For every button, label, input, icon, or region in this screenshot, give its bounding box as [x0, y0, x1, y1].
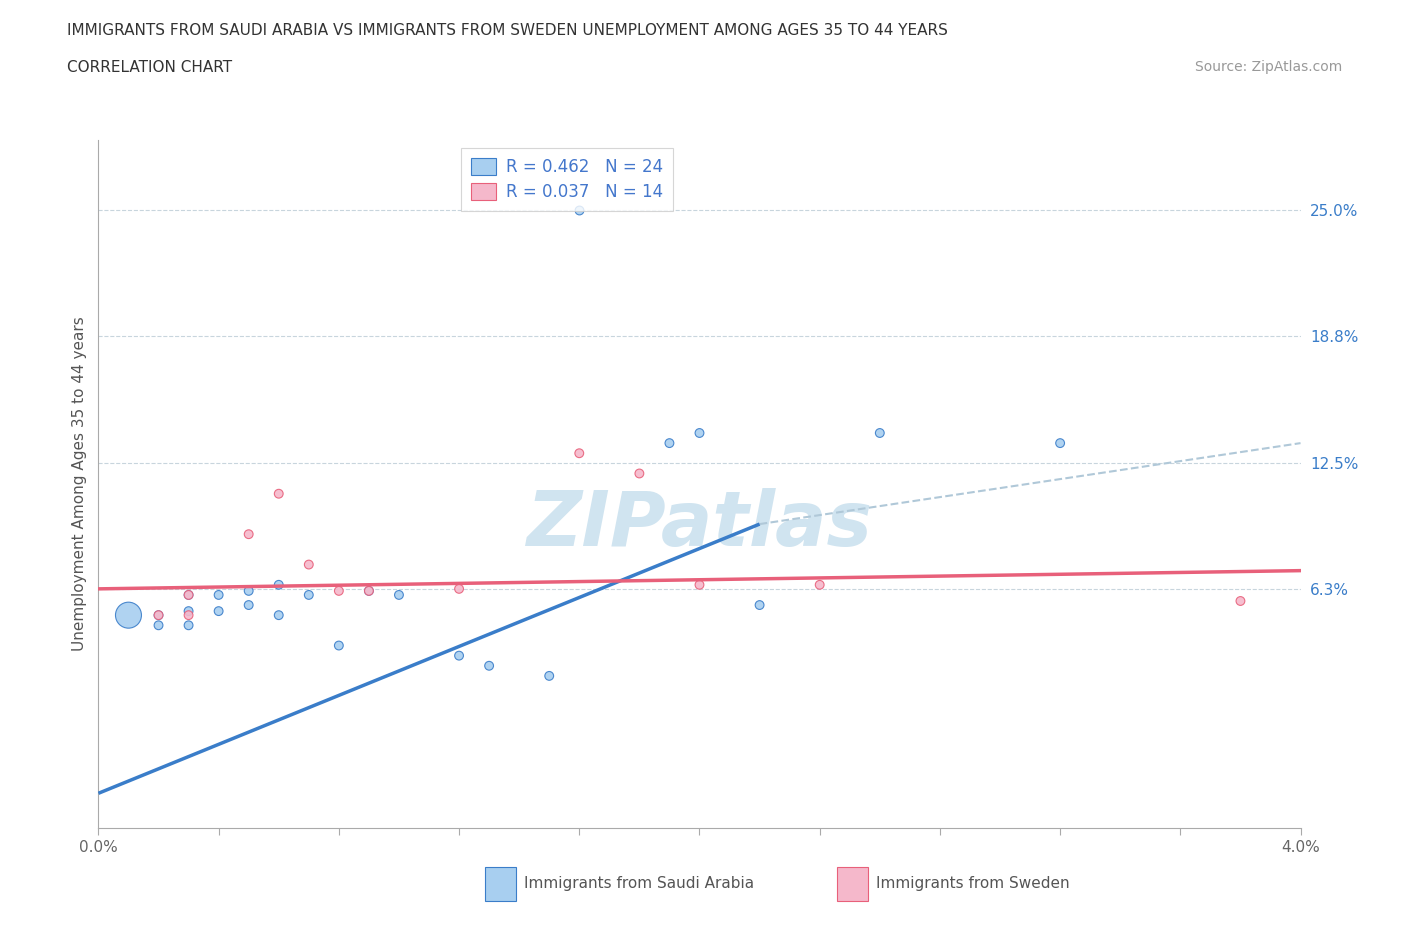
Point: [658, 435, 681, 450]
Point: [177, 604, 200, 618]
FancyBboxPatch shape: [837, 867, 868, 900]
Point: [208, 588, 231, 603]
Point: [869, 426, 891, 441]
Point: [808, 578, 831, 592]
Text: Immigrants from Sweden: Immigrants from Sweden: [876, 876, 1070, 892]
Point: [1049, 435, 1071, 450]
Point: [298, 557, 321, 572]
Point: [238, 526, 260, 541]
FancyBboxPatch shape: [485, 867, 516, 900]
Point: [177, 588, 200, 603]
Y-axis label: Unemployment Among Ages 35 to 44 years: Unemployment Among Ages 35 to 44 years: [72, 316, 87, 651]
Point: [628, 466, 651, 481]
Point: [357, 583, 380, 598]
Point: [538, 669, 561, 684]
Point: [689, 578, 711, 592]
Point: [267, 578, 290, 592]
Legend: R = 0.462   N = 24, R = 0.037   N = 14: R = 0.462 N = 24, R = 0.037 N = 14: [461, 148, 673, 211]
Point: [148, 618, 170, 632]
Point: [117, 607, 139, 622]
Text: IMMIGRANTS FROM SAUDI ARABIA VS IMMIGRANTS FROM SWEDEN UNEMPLOYMENT AMONG AGES 3: IMMIGRANTS FROM SAUDI ARABIA VS IMMIGRAN…: [67, 23, 949, 38]
Point: [1229, 593, 1251, 608]
Point: [177, 618, 200, 632]
Point: [298, 588, 321, 603]
Point: [177, 607, 200, 622]
Point: [689, 426, 711, 441]
Point: [148, 607, 170, 622]
Point: [148, 607, 170, 622]
Point: [238, 598, 260, 613]
Point: [478, 658, 501, 673]
Text: Immigrants from Saudi Arabia: Immigrants from Saudi Arabia: [524, 876, 755, 892]
Point: [568, 445, 591, 460]
Point: [267, 486, 290, 501]
Text: CORRELATION CHART: CORRELATION CHART: [67, 60, 232, 75]
Point: [357, 583, 380, 598]
Point: [447, 581, 470, 596]
Text: ZIPatlas: ZIPatlas: [526, 488, 873, 562]
Point: [748, 598, 770, 613]
Point: [208, 604, 231, 618]
Point: [388, 588, 411, 603]
Point: [267, 607, 290, 622]
Point: [568, 203, 591, 218]
Point: [328, 583, 350, 598]
Point: [238, 583, 260, 598]
Point: [177, 588, 200, 603]
Point: [328, 638, 350, 653]
Point: [447, 648, 470, 663]
Text: Source: ZipAtlas.com: Source: ZipAtlas.com: [1195, 60, 1343, 74]
